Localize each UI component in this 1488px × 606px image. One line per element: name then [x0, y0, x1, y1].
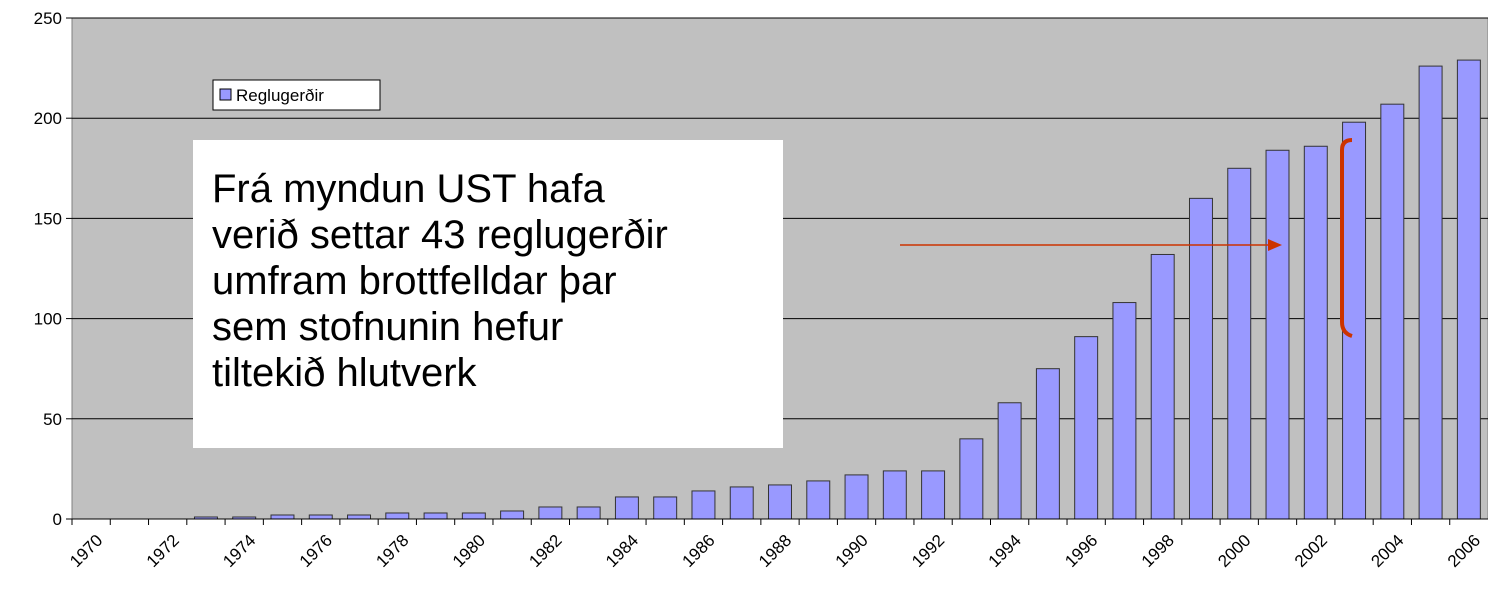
bar	[729, 486, 754, 520]
x-tick-label: 1990	[832, 531, 872, 571]
bar	[691, 490, 716, 520]
bar	[653, 496, 678, 520]
bracket	[1340, 138, 1353, 338]
x-tick-label: 1982	[525, 531, 565, 571]
x-tick-label: 1974	[219, 531, 259, 571]
bar	[1456, 59, 1481, 520]
bar	[1227, 167, 1252, 520]
annotation-line: umfram brottfelldar þar	[212, 259, 617, 303]
x-tick-label: 1984	[602, 531, 642, 571]
bar	[806, 480, 831, 520]
x-tick-label: 1996	[1061, 531, 1101, 571]
bar	[1074, 336, 1099, 520]
bar	[1188, 197, 1213, 520]
x-tick-label: 1988	[755, 531, 795, 571]
bar	[882, 470, 907, 520]
bar	[270, 514, 295, 520]
x-tick-label: 1994	[985, 531, 1025, 571]
arrow-head	[1268, 239, 1282, 251]
bar	[385, 512, 410, 520]
x-tick-label: 1976	[296, 531, 336, 571]
bar	[1342, 121, 1367, 520]
bar	[1150, 253, 1175, 520]
x-tick-label: 1978	[372, 531, 412, 571]
bar	[844, 474, 869, 520]
bar	[1112, 302, 1137, 520]
bar	[423, 512, 448, 520]
x-tick-label: 1998	[1138, 531, 1178, 571]
bar	[1035, 368, 1060, 520]
bar	[1380, 103, 1405, 520]
bar	[1303, 145, 1328, 520]
legend	[212, 79, 381, 111]
legend-label: Reglugerðir	[236, 86, 324, 105]
bar	[308, 514, 333, 520]
bar	[768, 484, 792, 520]
x-tick-label: 2006	[1444, 531, 1484, 571]
bar	[921, 470, 946, 520]
bar	[959, 438, 984, 520]
bar	[1265, 149, 1290, 520]
y-tick-label: 150	[34, 209, 62, 228]
annotation-line: Frá myndun UST hafa	[212, 167, 606, 211]
x-tick-label: 2000	[1214, 531, 1254, 571]
x-tick-label: 1992	[908, 531, 948, 571]
x-tick-label: 1986	[679, 531, 719, 571]
bar	[997, 402, 1022, 520]
x-tick-label: 1972	[143, 531, 183, 571]
x-tick-label: 1980	[449, 531, 489, 571]
y-tick-label: 50	[43, 410, 62, 429]
x-tick-label: 2004	[1367, 531, 1407, 571]
annotation-box	[193, 140, 783, 448]
bar	[614, 496, 639, 520]
bar	[538, 506, 563, 520]
x-tick-label: 2002	[1291, 531, 1331, 571]
bar	[1418, 65, 1443, 520]
bar	[347, 514, 372, 520]
y-tick-label: 100	[34, 310, 62, 329]
x-tick-label: 1970	[66, 531, 106, 571]
annotation-line: sem stofnunin hefur	[212, 305, 563, 349]
bar	[461, 512, 486, 520]
annotation-line: tiltekið hlutverk	[212, 351, 478, 395]
y-tick-label: 200	[34, 109, 62, 128]
y-tick-label: 250	[34, 9, 62, 28]
bar	[500, 510, 525, 520]
bar	[576, 506, 601, 520]
annotation-line: verið settar 43 reglugerðir	[212, 213, 668, 257]
legend-swatch	[219, 88, 232, 101]
y-tick-label: 0	[53, 510, 62, 529]
